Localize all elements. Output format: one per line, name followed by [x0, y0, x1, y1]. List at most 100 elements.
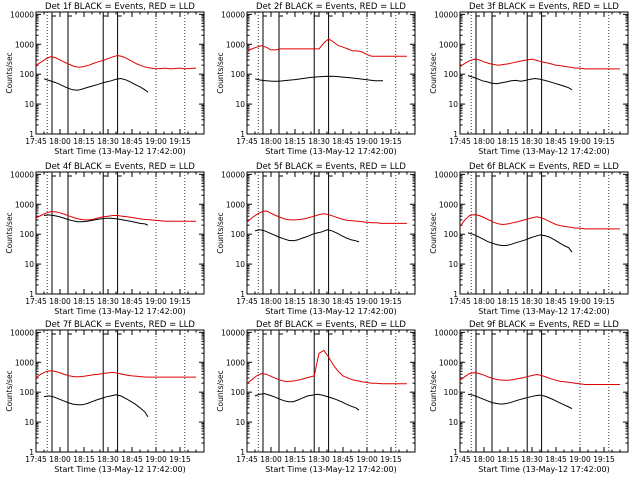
y-tick-label: 1	[453, 130, 458, 139]
y-tick-label: 100	[20, 70, 35, 79]
x-axis-label: Start Time (13-May-12 17:42:00)	[54, 307, 185, 316]
events-series-line	[254, 393, 360, 411]
plot-frame	[35, 329, 205, 453]
y-tick-label: 10	[24, 418, 34, 427]
y-tick-label: 100	[20, 230, 35, 239]
y-tick-label: 10	[235, 260, 245, 269]
x-tick-label: 18:00	[49, 455, 71, 464]
x-axis-label: Start Time (13-May-12 17:42:00)	[54, 465, 185, 474]
panel-9: Det 9f BLACK = Events, RED = LLD 1 10 100 10…	[429, 320, 629, 474]
x-tick-label: 18:30	[308, 137, 330, 146]
x-axis-label: Start Time (13-May-12 17:42:00)	[54, 147, 185, 156]
y-tick-label: 10000	[10, 10, 34, 19]
lld-series-line	[246, 349, 407, 385]
x-tick-label: 18:45	[121, 455, 143, 464]
x-tick-label: 18:45	[332, 297, 354, 306]
x-tick-label: 19:15	[380, 455, 402, 464]
x-tick-label: 18:00	[260, 455, 282, 464]
x-tick-label: 18:45	[332, 137, 354, 146]
x-axis-label: Start Time (13-May-12 17:42:00)	[265, 147, 396, 156]
x-tick-label: 18:15	[497, 137, 519, 146]
y-tick-label: 100	[231, 230, 246, 239]
x-tick-label: 18:15	[284, 455, 306, 464]
x-tick-label: 19:15	[593, 297, 615, 306]
y-axis-label: Counts/sec	[429, 212, 438, 253]
x-tick-label: 17:45	[236, 455, 258, 464]
panel-title: Det 5f BLACK = Events, RED = LLD	[256, 162, 406, 172]
x-tick-label: 18:15	[73, 455, 95, 464]
y-tick-label: 10000	[10, 170, 34, 179]
y-tick-label: 1000	[439, 40, 458, 49]
x-tick-label: 19:00	[569, 297, 591, 306]
y-tick-label: 10	[235, 100, 245, 109]
x-tick-label: 19:15	[169, 297, 191, 306]
y-tick-label: 10000	[221, 10, 245, 19]
panel-title: Det 3f BLACK = Events, RED = LLD	[469, 2, 619, 12]
y-tick-label: 10	[448, 100, 458, 109]
x-tick-label: 18:30	[521, 455, 543, 464]
x-tick-label: 19:00	[145, 297, 167, 306]
y-tick-label: 10000	[434, 170, 458, 179]
y-axis-label: Counts/sec	[429, 52, 438, 93]
events-series-line	[43, 214, 149, 226]
x-tick-label: 18:00	[49, 137, 71, 146]
y-axis-label: Counts/sec	[216, 52, 225, 93]
y-tick-label: 1000	[226, 40, 245, 49]
x-tick-label: 18:30	[308, 455, 330, 464]
x-tick-label: 19:15	[169, 455, 191, 464]
x-tick-label: 19:00	[145, 137, 167, 146]
lld-series-line	[246, 210, 407, 224]
x-axis-label: Start Time (13-May-12 17:42:00)	[265, 465, 396, 474]
y-tick-label: 100	[444, 230, 459, 239]
y-tick-label: 1000	[226, 200, 245, 209]
x-tick-label: 18:30	[97, 455, 119, 464]
panel-2: Det 2f BLACK = Events, RED = LLD 1 10 100 10…	[216, 2, 416, 156]
x-tick-label: 19:15	[169, 137, 191, 146]
events-series-line	[254, 229, 360, 243]
y-tick-label: 100	[20, 388, 35, 397]
y-axis-label: Counts/sec	[5, 212, 14, 253]
panel-8: Det 8f BLACK = Events, RED = LLD 1 10 100 10…	[216, 320, 416, 474]
y-tick-label: 1	[453, 448, 458, 457]
x-tick-label: 18:45	[545, 137, 567, 146]
events-series-line	[43, 394, 149, 418]
x-tick-label: 18:30	[521, 137, 543, 146]
x-tick-label: 19:00	[356, 297, 378, 306]
panel-7: Det 7f BLACK = Events, RED = LLD 1 10 100 10…	[5, 320, 205, 474]
plot-frame	[459, 329, 629, 453]
y-axis-label: Counts/sec	[429, 370, 438, 411]
y-tick-label: 10	[24, 260, 34, 269]
lld-series-line	[35, 211, 196, 222]
y-tick-label: 10000	[10, 328, 34, 337]
y-tick-label: 1000	[439, 358, 458, 367]
lld-series-line	[459, 372, 620, 385]
x-tick-label: 18:15	[284, 297, 306, 306]
x-tick-label: 19:00	[569, 137, 591, 146]
plot-frame	[35, 11, 205, 135]
y-tick-label: 100	[444, 388, 459, 397]
x-tick-label: 18:45	[545, 297, 567, 306]
y-tick-label: 1000	[15, 358, 34, 367]
x-tick-label: 17:45	[25, 137, 47, 146]
y-axis-label: Counts/sec	[216, 370, 225, 411]
y-tick-label: 10	[235, 418, 245, 427]
y-tick-label: 10000	[221, 328, 245, 337]
y-tick-label: 1000	[15, 200, 34, 209]
x-tick-label: 18:00	[260, 297, 282, 306]
events-series-line	[467, 232, 573, 253]
plot-frame	[459, 11, 629, 135]
plot-frame	[246, 329, 416, 453]
x-tick-label: 17:45	[236, 137, 258, 146]
x-tick-label: 17:45	[25, 297, 47, 306]
x-tick-label: 18:30	[521, 297, 543, 306]
x-tick-label: 18:45	[545, 455, 567, 464]
x-tick-label: 19:15	[593, 137, 615, 146]
lld-series-line	[246, 38, 407, 57]
lld-series-line	[35, 370, 196, 379]
x-tick-label: 19:00	[569, 455, 591, 464]
y-tick-label: 10000	[434, 328, 458, 337]
plot-frame	[246, 171, 416, 295]
panel-4: Det 4f BLACK = Events, RED = LLD 1 10 100 10…	[5, 162, 205, 316]
x-tick-label: 18:45	[121, 297, 143, 306]
x-tick-label: 19:00	[356, 137, 378, 146]
